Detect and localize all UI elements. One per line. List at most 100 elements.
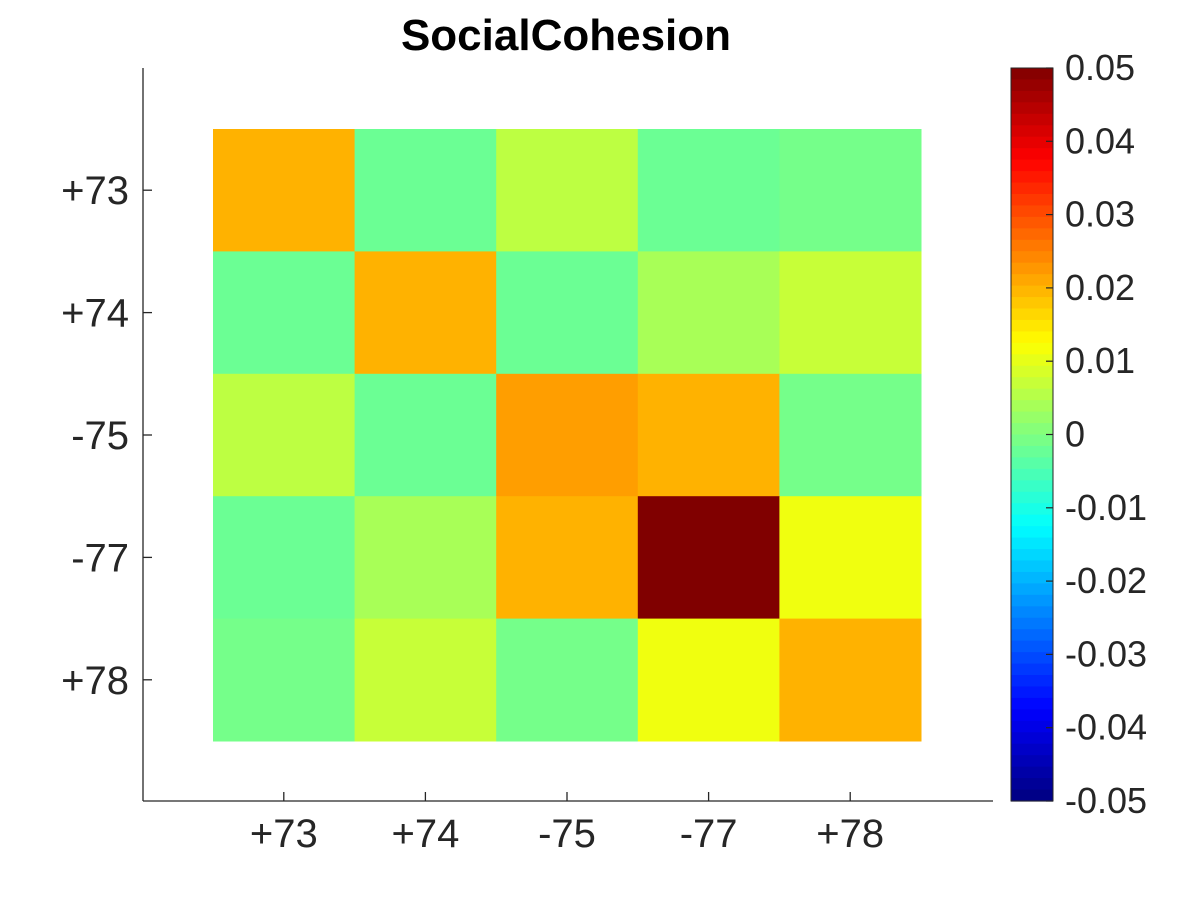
heatmap-cell bbox=[779, 496, 922, 620]
heatmap-cell bbox=[637, 373, 780, 497]
x-tick-label: +73 bbox=[250, 812, 318, 856]
heatmap-cell bbox=[637, 251, 780, 375]
colorbar-segment bbox=[1011, 90, 1053, 103]
heatmap-cells bbox=[213, 129, 922, 742]
heatmap-cell bbox=[779, 373, 922, 497]
colorbar-segment bbox=[1011, 354, 1053, 367]
heatmap-cell bbox=[354, 618, 497, 742]
colorbar-segment bbox=[1011, 205, 1053, 218]
axis-ticks: +73 +74 -75 -77 +78 +73 +74 -75 -77 +78 bbox=[61, 169, 884, 856]
colorbar-segment bbox=[1011, 732, 1053, 745]
y-tick-label: +78 bbox=[61, 659, 129, 703]
colorbar-segment bbox=[1011, 193, 1053, 207]
heatmap-cell bbox=[779, 618, 922, 742]
colorbar-segment bbox=[1011, 537, 1053, 550]
colorbar-segment bbox=[1011, 423, 1053, 436]
y-tick-label: +73 bbox=[61, 169, 129, 213]
colorbar-segment bbox=[1011, 388, 1053, 401]
heatmap-cell bbox=[637, 129, 780, 252]
heatmap-cell bbox=[354, 496, 497, 620]
colorbar-segment bbox=[1011, 583, 1053, 596]
colorbar-segment bbox=[1011, 675, 1053, 688]
colorbar-segment bbox=[1011, 411, 1053, 424]
colorbar-segment bbox=[1011, 560, 1053, 573]
colorbar-segment bbox=[1011, 549, 1053, 562]
heatmap-cell bbox=[213, 618, 356, 742]
heatmap-cell bbox=[354, 251, 497, 375]
colorbar-segment bbox=[1011, 159, 1053, 172]
colorbar-segment bbox=[1011, 755, 1053, 768]
colorbar-segment bbox=[1011, 285, 1053, 298]
colorbar-segment bbox=[1011, 182, 1053, 195]
colorbar-segment bbox=[1011, 778, 1053, 791]
colorbar-segment bbox=[1011, 308, 1053, 321]
x-tick-label: -77 bbox=[680, 812, 738, 856]
colorbar-segment bbox=[1011, 377, 1053, 390]
colorbar-segment bbox=[1011, 342, 1053, 355]
colorbar-segment bbox=[1011, 594, 1053, 607]
heatmap-cell bbox=[213, 251, 356, 375]
x-tick-label: +78 bbox=[816, 812, 884, 856]
heatmap-cell bbox=[354, 129, 497, 252]
colorbar-tick-label: -0.04 bbox=[1065, 707, 1147, 748]
colorbar-segment bbox=[1011, 239, 1053, 252]
y-tick-label: -75 bbox=[71, 414, 129, 458]
colorbar-tick-label: 0.03 bbox=[1065, 194, 1135, 235]
heatmap-cell bbox=[496, 129, 639, 252]
colorbar-segment bbox=[1011, 491, 1053, 504]
colorbar-tick-label: 0.02 bbox=[1065, 267, 1135, 308]
colorbar-segment bbox=[1011, 789, 1053, 802]
colorbar-segment bbox=[1011, 319, 1053, 333]
colorbar-segment bbox=[1011, 606, 1053, 619]
colorbar-segment bbox=[1011, 148, 1053, 161]
colorbar-segment bbox=[1011, 216, 1053, 229]
colorbar-segment bbox=[1011, 629, 1053, 642]
heatmap-cell bbox=[637, 618, 780, 742]
colorbar-segment bbox=[1011, 720, 1053, 733]
heatmap-cell bbox=[213, 496, 356, 620]
heatmap-cell bbox=[496, 251, 639, 375]
colorbar-segment bbox=[1011, 743, 1053, 756]
colorbar-segment bbox=[1011, 526, 1053, 539]
colorbar: 0.05 0.04 0.03 0.02 0.01 0 -0.01 -0.02 -0.03 -0.0… bbox=[1010, 47, 1147, 821]
colorbar-segment bbox=[1011, 457, 1053, 470]
colorbar-tick-label: 0.04 bbox=[1065, 120, 1135, 161]
colorbar-segment bbox=[1011, 617, 1053, 630]
colorbar-segment bbox=[1011, 125, 1053, 138]
colorbar-segment bbox=[1011, 171, 1053, 184]
colorbar-segment bbox=[1011, 274, 1053, 287]
heatmap-cell bbox=[496, 373, 639, 497]
y-tick-label: +74 bbox=[61, 292, 129, 336]
colorbar-tick-label: 0.01 bbox=[1065, 340, 1135, 381]
colorbar-segment bbox=[1011, 766, 1053, 779]
colorbar-segment bbox=[1011, 297, 1053, 310]
colorbar-segment bbox=[1011, 79, 1053, 92]
heatmap-cell bbox=[354, 373, 497, 497]
colorbar-tick-label: 0 bbox=[1065, 414, 1085, 455]
heatmap-cell bbox=[496, 496, 639, 620]
colorbar-segment bbox=[1011, 686, 1053, 699]
colorbar-segment bbox=[1011, 262, 1053, 275]
colorbar-segment bbox=[1011, 102, 1053, 115]
heatmap-cell bbox=[213, 373, 356, 497]
colorbar-segment bbox=[1011, 113, 1053, 126]
colorbar-segment bbox=[1011, 652, 1053, 665]
colorbar-segment bbox=[1011, 514, 1053, 527]
x-tick-label: +74 bbox=[391, 812, 459, 856]
x-tick-label: -75 bbox=[538, 812, 596, 856]
colorbar-segment bbox=[1011, 365, 1053, 378]
colorbar-segment bbox=[1011, 709, 1053, 722]
colorbar-tick-label: -0.02 bbox=[1065, 560, 1147, 601]
colorbar-segment bbox=[1011, 571, 1053, 584]
heatmap-cell bbox=[779, 129, 922, 252]
colorbar-segment bbox=[1011, 640, 1053, 653]
chart-title: SocialCohesion bbox=[401, 11, 731, 60]
colorbar-segment bbox=[1011, 503, 1053, 516]
colorbar-segment bbox=[1011, 68, 1053, 81]
colorbar-segment bbox=[1011, 445, 1053, 459]
heatmap-cell bbox=[637, 496, 780, 620]
colorbar-tick-label: -0.03 bbox=[1065, 633, 1147, 674]
colorbar-segment bbox=[1011, 697, 1053, 710]
